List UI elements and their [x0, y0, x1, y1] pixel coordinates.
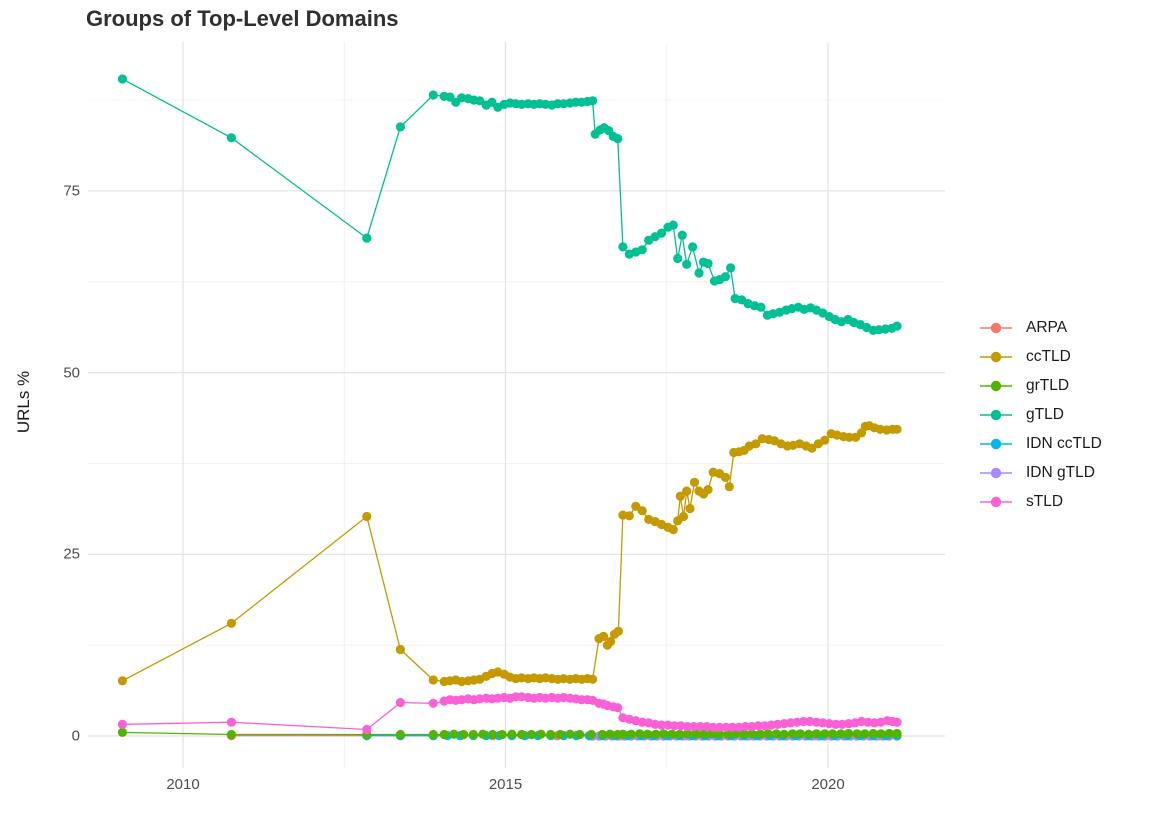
legend-key-icon	[980, 322, 1012, 334]
y-tick-label: 0	[71, 727, 80, 745]
legend-item-ccTLD: ccTLD	[978, 347, 1102, 367]
legend-key-icon	[980, 438, 1012, 450]
legend-key-icon	[980, 496, 1012, 508]
series-points-sTLD	[117, 692, 902, 735]
legend-label: ARPA	[1026, 319, 1068, 336]
legend-label: sTLD	[1026, 493, 1064, 510]
series-points-grTLD	[117, 727, 902, 740]
legend-item-sTLD: sTLD	[978, 492, 1102, 512]
legend-item-IDN-ccTLD: IDN ccTLD	[978, 434, 1102, 454]
legend-key-icon	[980, 351, 1012, 363]
y-tick-label: 25	[63, 545, 80, 563]
y-tick-label: 50	[63, 364, 80, 382]
chart-title: Groups of Top-Level Domains	[86, 6, 399, 31]
legend-item-IDN-gTLD: IDN gTLD	[978, 463, 1102, 483]
series-points-ccTLD	[117, 421, 902, 687]
legend-item-gTLD: gTLD	[978, 405, 1102, 425]
y-tick-label: 75	[63, 182, 80, 200]
legend-item-grTLD: grTLD	[978, 376, 1102, 396]
legend-label: IDN ccTLD	[1026, 435, 1102, 452]
series-points-gTLD	[117, 74, 902, 335]
x-tick-label: 2010	[166, 776, 200, 793]
legend: ARPA ccTLD grTLD gTLD IDN ccTLD IDN gTLD sTLD	[978, 318, 1102, 521]
legend-label: IDN gTLD	[1026, 464, 1095, 481]
legend-label: ccTLD	[1026, 348, 1071, 365]
legend-label: gTLD	[1026, 406, 1064, 423]
legend-key-icon	[980, 380, 1012, 392]
legend-label: grTLD	[1026, 377, 1070, 394]
legend-item-ARPA: ARPA	[978, 318, 1102, 338]
x-tick-label: 2015	[488, 776, 523, 793]
x-tick-label: 2020	[811, 776, 845, 793]
legend-key-icon	[980, 409, 1012, 421]
legend-key-icon	[980, 467, 1012, 479]
y-axis-title: URLs %	[14, 370, 33, 434]
